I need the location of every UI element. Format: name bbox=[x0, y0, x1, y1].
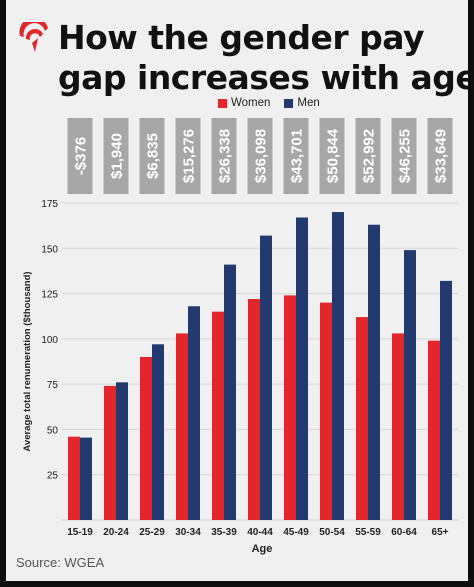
legend-label-men: Men bbox=[297, 97, 320, 109]
gap-label-box bbox=[355, 118, 381, 194]
gap-label: $33,649 bbox=[433, 129, 450, 183]
gap-label-box bbox=[211, 118, 237, 194]
gap-label-box bbox=[67, 118, 93, 194]
bar-men bbox=[80, 437, 92, 520]
x-tick-label: 15-19 bbox=[67, 527, 93, 538]
x-tick-label: 20-24 bbox=[103, 527, 129, 538]
bar-women bbox=[248, 299, 260, 520]
x-tick-label: 65+ bbox=[432, 527, 449, 538]
bar-men bbox=[116, 382, 128, 520]
gap-label-box bbox=[427, 118, 453, 194]
bar-chart: 25 50 75 100 125 150 175 Average total renumera… bbox=[22, 118, 458, 555]
chart-legend: Women Men bbox=[218, 97, 320, 109]
legend-label-women: Women bbox=[231, 97, 271, 109]
gap-label: $1,940 bbox=[109, 133, 126, 179]
y-tick-label: 150 bbox=[41, 244, 58, 255]
gap-label: $36,098 bbox=[253, 129, 270, 183]
y-tick-label: 50 bbox=[47, 425, 59, 436]
chart-title-line-2: gap increases with age bbox=[58, 58, 468, 97]
gap-label: $15,276 bbox=[181, 129, 198, 183]
legend-item-men: Men bbox=[284, 97, 320, 109]
gap-label: $46,255 bbox=[397, 129, 414, 183]
bar-women bbox=[176, 333, 188, 520]
bar-men bbox=[440, 280, 452, 520]
bar-women bbox=[140, 356, 152, 520]
gap-label-box bbox=[175, 118, 201, 194]
bar-women bbox=[68, 436, 80, 520]
gap-label-box bbox=[319, 118, 345, 194]
gap-label: $52,992 bbox=[361, 129, 378, 183]
chart-title-line-1: How the gender pay bbox=[58, 18, 425, 57]
bar-men bbox=[404, 250, 416, 520]
y-axis-label: Average total renumeration ($thousand) bbox=[22, 271, 33, 451]
gap-label: $50,844 bbox=[325, 128, 342, 183]
gap-label-box bbox=[139, 118, 165, 194]
bar-men bbox=[368, 224, 380, 521]
bar-men bbox=[152, 344, 164, 520]
x-tick-label: 30-34 bbox=[175, 527, 201, 538]
bar-men bbox=[224, 264, 236, 520]
bar-men bbox=[332, 212, 344, 521]
x-tick-label: 25-29 bbox=[139, 527, 165, 538]
gap-label: $6,835 bbox=[145, 133, 162, 179]
legend-swatch-women bbox=[218, 98, 227, 108]
bar-women bbox=[320, 302, 332, 520]
y-tick-label: 175 bbox=[41, 199, 58, 210]
bar-women bbox=[428, 340, 440, 520]
y-tick-label: 25 bbox=[47, 471, 59, 482]
sbs-logo-icon bbox=[19, 22, 48, 52]
gap-label: -$376 bbox=[73, 137, 90, 175]
x-axis-label: Age bbox=[252, 543, 273, 555]
y-tick-label: 100 bbox=[41, 335, 58, 346]
gap-label-box bbox=[391, 118, 417, 194]
x-tick-label: 45-49 bbox=[283, 527, 309, 538]
bar-women bbox=[284, 295, 296, 520]
x-tick-label: 35-39 bbox=[211, 527, 237, 538]
y-tick-label: 125 bbox=[41, 290, 58, 301]
gap-label-box bbox=[103, 118, 129, 194]
infographic-card: How the gender pay gap increases with ag… bbox=[6, 0, 468, 581]
legend-item-women: Women bbox=[218, 97, 270, 109]
source-note: Source: WGEA bbox=[16, 555, 105, 570]
x-tick-label: 50-54 bbox=[319, 527, 345, 538]
gap-label: $43,701 bbox=[289, 129, 306, 183]
bar-men bbox=[188, 306, 200, 520]
bar-women bbox=[104, 385, 116, 520]
gap-label-box bbox=[247, 118, 273, 194]
x-tick-label: 40-44 bbox=[247, 527, 273, 538]
y-tick-label: 75 bbox=[47, 380, 59, 391]
bar-men bbox=[296, 217, 308, 520]
x-tick-label: 55-59 bbox=[355, 527, 381, 538]
bar-women bbox=[356, 317, 368, 520]
bar-women bbox=[212, 311, 224, 520]
bar-women bbox=[392, 333, 404, 520]
gap-label: $26,338 bbox=[217, 129, 234, 183]
x-tick-label: 60-64 bbox=[391, 527, 417, 538]
legend-swatch-men bbox=[284, 98, 294, 108]
bar-men bbox=[260, 235, 272, 520]
gap-label-box bbox=[283, 118, 309, 194]
